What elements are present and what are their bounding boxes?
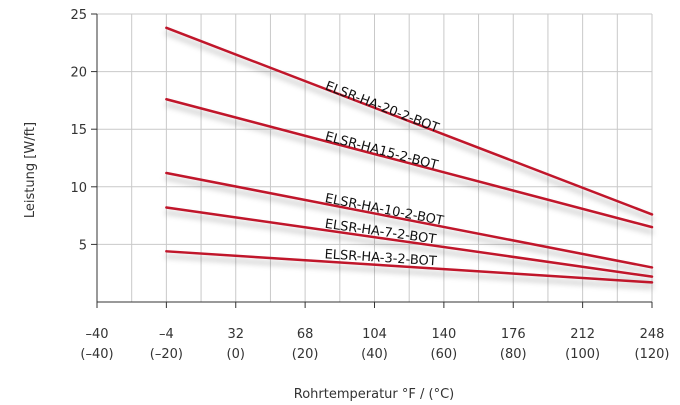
y-axis-label: Leistung [W/ft] <box>23 122 38 218</box>
x-tick-label-c: (–20) <box>150 347 183 362</box>
x-tick-label-c: (0) <box>227 347 245 362</box>
x-tick-label-f: –40 <box>85 327 108 342</box>
tick-labels: 5 10 15 20 25 –40 (–40) –4 (–20) 32 (0) 68 (20) 104 (4… <box>70 8 669 362</box>
x-tick-label-f: –4 <box>159 327 174 342</box>
x-tick-label-f: 32 <box>227 327 244 342</box>
x-tick-label-f: 248 <box>640 327 665 342</box>
x-tick-label-c: (20) <box>292 347 319 362</box>
x-tick-label-c: (120) <box>635 347 670 362</box>
y-tick-label: 25 <box>70 8 87 23</box>
series-labels: ELSR-HA-20-2-BOTELSR-HA15-2-BOTELSR-HA-1… <box>323 79 445 269</box>
x-tick-label-c: (40) <box>361 347 388 362</box>
x-axis-label: Rohrtemperatur °F / (°C) <box>294 387 454 402</box>
series-lines <box>165 26 654 284</box>
x-tick-label-c: (–40) <box>80 347 113 362</box>
y-tick-label: 5 <box>79 238 87 253</box>
y-tick-label: 10 <box>70 181 87 196</box>
x-tick-label-f: 212 <box>570 327 595 342</box>
x-tick-label-f: 140 <box>431 327 456 342</box>
series-line <box>165 250 654 284</box>
x-tick-label-c: (60) <box>431 347 458 362</box>
series-label: ELSR-HA-3-2-BOT <box>324 247 437 269</box>
series-line <box>165 97 654 229</box>
x-tick-label-c: (100) <box>565 347 600 362</box>
series-line <box>165 171 654 269</box>
series-line <box>165 26 654 216</box>
x-tick-label-c: (80) <box>500 347 527 362</box>
y-tick-label: 20 <box>70 66 87 81</box>
series-label: ELSR-HA15-2-BOT <box>323 129 439 173</box>
y-tick-label: 15 <box>70 123 87 138</box>
series-line <box>165 206 654 278</box>
axes <box>91 13 653 308</box>
x-tick-label-f: 68 <box>297 327 314 342</box>
x-tick-label-f: 104 <box>362 327 387 342</box>
series-label: ELSR-HA-20-2-BOT <box>323 79 441 136</box>
x-tick-label-f: 176 <box>501 327 526 342</box>
